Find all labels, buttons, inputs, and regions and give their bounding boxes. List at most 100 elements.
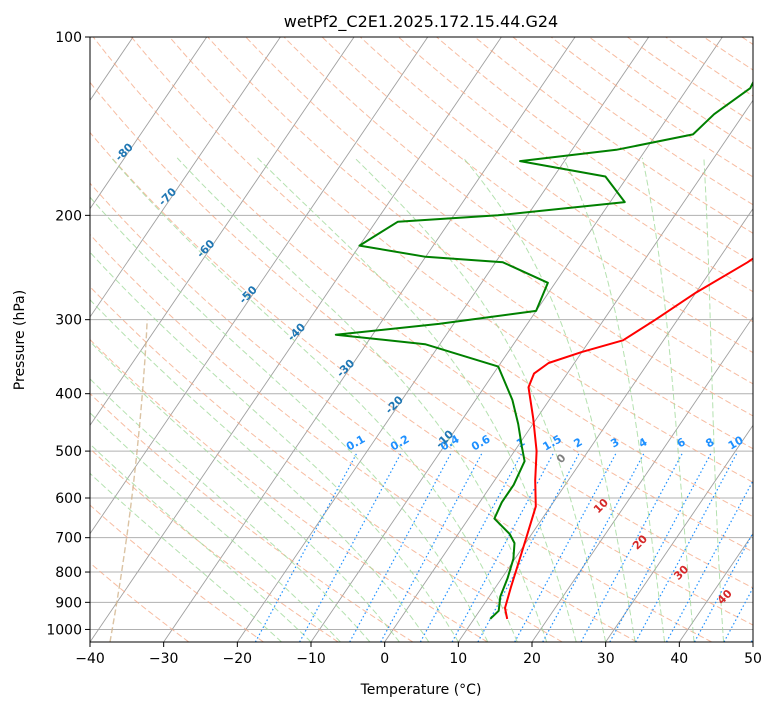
mixing-ratio-label: 4 [636,435,649,450]
y-axis-label: Pressure (hPa) [12,290,28,390]
moist-adiabat [111,157,518,642]
x-axis-ticks: −40 −30 −20 −10 0 10 20 30 40 50 [75,642,762,667]
mixing-ratio-label: 1.5 [541,432,564,453]
dry-adiabat [90,182,712,642]
isotherm-line [457,207,753,642]
dry-adiabat [398,37,753,293]
mixing-ratio-line [514,451,618,642]
moist-adiabat [462,157,636,642]
x-tick-label: −10 [296,651,326,667]
mixing-ratio-label: 6 [675,435,688,450]
moist-adiabat [354,157,607,642]
mixing-ratio-label: 3 [608,435,621,450]
dewpoint-line [334,80,753,620]
isotherm-label: -60 [194,237,217,260]
dry-adiabat [90,448,339,642]
dry-adiabat [90,81,753,589]
dry-adiabat [169,37,753,483]
y-tick-label: 400 [55,387,82,403]
chart-title: wetPf2_C2E1.2025.172.15.44.G24 [284,12,558,32]
isotherm-label: -90 [69,96,92,119]
isotherm-line [752,641,753,642]
moist-adiabat [90,412,341,642]
moist-adiabat-label: 10 [591,496,611,516]
isotherm-label: -30 [334,356,357,379]
isotherm-line [236,37,650,642]
mixing-ratio-line [693,531,753,642]
dry-adiabat [321,37,753,354]
isotherm-line [678,532,753,642]
isotherm-label: -80 [113,140,136,163]
y-tick-label: 100 [55,30,82,46]
isotherm-line [90,37,429,535]
isotherm-line [531,316,753,642]
dry-adiabat [90,233,638,642]
mixing-ratio-line [451,451,555,642]
x-tick-label: −40 [75,651,105,667]
moist-adiabat [90,196,489,642]
mixing-ratio-label: 13 [757,434,775,453]
isotherm-line [384,99,753,642]
y-tick-label: 500 [55,444,82,460]
moist-adiabat-label: 40 [715,587,735,607]
dry-adiabat [703,37,753,71]
x-tick-label: 0 [380,651,389,667]
dry-adiabat [90,392,414,642]
dry-adiabat [436,37,753,263]
isotherm-label: -20 [383,393,406,416]
mixing-ratio-line [299,451,403,642]
y-tick-label: 1000 [46,622,82,638]
moist-adiabat-label: 0 [554,451,569,466]
isotherm-line [90,37,281,318]
moist-adiabat [562,157,666,642]
moist-adiabat [90,443,312,642]
moist-adiabat [90,299,430,642]
background-lines [90,37,753,642]
isotherm-label: -70 [156,185,179,208]
plot-frame [89,36,754,643]
mixing-ratio-label: 0.1 [344,432,367,453]
x-axis-label: Temperature (°C) [360,682,482,698]
dry-adiabat [131,37,753,518]
x-tick-label: −20 [223,651,253,667]
x-tick-label: 20 [523,651,541,667]
y-tick-label: 900 [55,595,82,611]
dry-adiabat [474,37,753,234]
moist-adiabat [176,157,548,642]
mixing-ratio-label: 2 [571,435,584,450]
dry-adiabat [90,131,753,626]
dry-adiabat [207,37,753,450]
dry-adiabat [512,37,753,206]
isotherm-line [90,37,208,210]
moist-adiabat [90,251,459,642]
mixing-ratio-label: 10 [726,433,746,452]
x-tick-label: 50 [744,651,762,667]
dry-adiabat [92,37,753,553]
moist-adiabat [90,340,400,642]
x-tick-label: 30 [597,651,615,667]
moist-adiabat [703,157,724,642]
moist-adiabat [90,472,282,642]
dry-adiabat [665,37,753,97]
x-tick-label: −30 [149,651,179,667]
mixing-ratio-label: 0.6 [469,432,493,453]
isotherm-line [90,37,355,427]
y-tick-label: 800 [55,565,82,581]
dry-adiabat [741,37,753,45]
dry-adiabat [588,37,753,151]
isotherm-line [605,424,753,642]
mixing-ratio-label: 0.2 [388,432,411,453]
x-tick-label: 40 [670,651,688,667]
ref-curve [109,319,148,642]
sounding-series [334,80,753,620]
isotherm-label: -100 [23,49,52,78]
moist-adiabat [641,157,695,642]
y-tick-label: 300 [55,313,82,329]
moist-adiabat [257,157,577,642]
mixing-ratio-line [254,451,358,642]
dry-adiabat [90,562,190,642]
dry-adiabat [90,285,563,642]
dry-adiabat [90,338,488,642]
y-tick-label: 200 [55,208,82,224]
